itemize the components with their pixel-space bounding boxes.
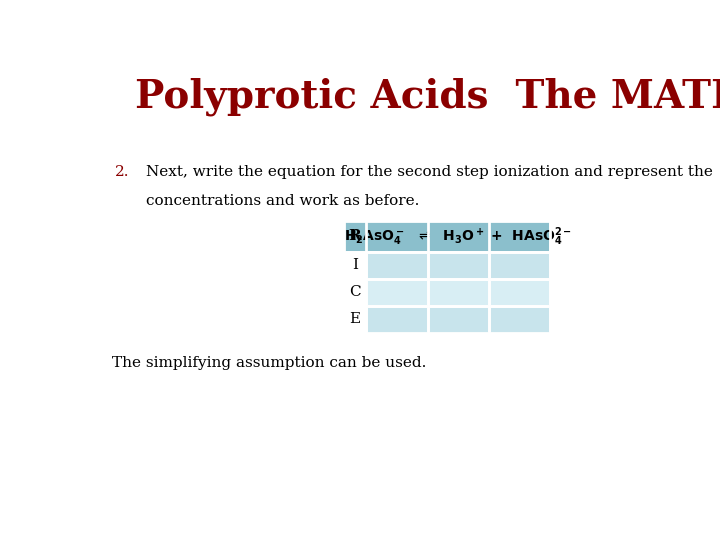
Text: I: I	[352, 259, 358, 272]
FancyBboxPatch shape	[344, 306, 366, 333]
Text: The simplifying assumption can be used.: The simplifying assumption can be used.	[112, 356, 427, 370]
Text: E: E	[349, 313, 361, 327]
FancyBboxPatch shape	[428, 279, 489, 306]
Text: Next, write the equation for the second step ionization and represent the: Next, write the equation for the second …	[145, 165, 713, 179]
FancyBboxPatch shape	[366, 279, 428, 306]
Text: C: C	[349, 286, 361, 300]
FancyBboxPatch shape	[489, 252, 550, 279]
FancyBboxPatch shape	[428, 306, 489, 333]
FancyBboxPatch shape	[344, 221, 550, 252]
Text: Polyprotic Acids  The MATH: Polyprotic Acids The MATH	[135, 77, 720, 116]
Text: concentrations and work as before.: concentrations and work as before.	[145, 194, 419, 208]
FancyBboxPatch shape	[489, 306, 550, 333]
Text: $\mathbf{H_2AsO_4^-}$  $\rightleftharpoons$  $\mathbf{H_3O^+}$ +  $\mathbf{HAsO_: $\mathbf{H_2AsO_4^-}$ $\rightleftharpoon…	[344, 225, 572, 248]
FancyBboxPatch shape	[366, 306, 428, 333]
FancyBboxPatch shape	[428, 252, 489, 279]
Text: R: R	[348, 230, 361, 244]
FancyBboxPatch shape	[489, 279, 550, 306]
FancyBboxPatch shape	[344, 279, 366, 306]
FancyBboxPatch shape	[344, 252, 366, 279]
FancyBboxPatch shape	[366, 252, 428, 279]
Text: 2.: 2.	[115, 165, 130, 179]
